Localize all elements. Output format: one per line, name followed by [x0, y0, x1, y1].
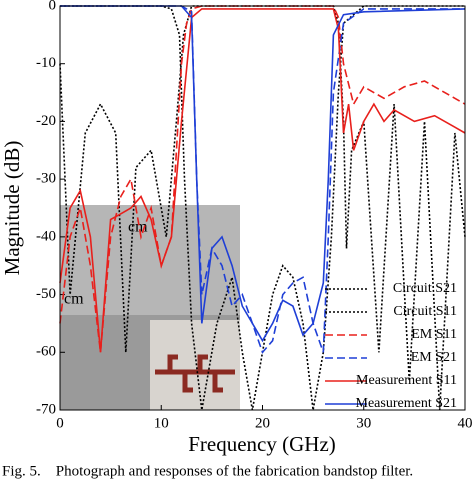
series-line — [60, 5, 466, 343]
legend-label: Measurement S21 — [356, 396, 457, 411]
legend-label: Measurement S11 — [356, 373, 457, 388]
legend-label: EM S21 — [411, 350, 457, 365]
series-line — [59, 8, 466, 353]
legend-label: Circuit S21 — [393, 281, 457, 296]
substrate — [150, 320, 240, 410]
y-tick-label: -10 — [36, 55, 56, 71]
caption: Fig. 5. Photograph and responses of the … — [2, 463, 413, 479]
x-tick-label: 0 — [56, 415, 64, 431]
y-tick-label: -30 — [36, 171, 56, 187]
x-tick-label: 40 — [458, 415, 473, 431]
y-tick-label: -60 — [36, 344, 56, 360]
y-axis-label: Magnitude (dB) — [0, 141, 24, 276]
y-tick-label: -70 — [36, 401, 56, 417]
x-tick-label: 30 — [356, 415, 371, 431]
filter-trace — [155, 354, 235, 393]
y-tick-label: -50 — [36, 286, 56, 302]
y-tick-label: -20 — [36, 113, 56, 129]
y-tick-label: 0 — [49, 0, 57, 13]
x-tick-label: 10 — [154, 415, 169, 431]
legend-label: EM S11 — [411, 327, 457, 342]
y-tick-label: -40 — [36, 228, 56, 244]
photo-text: cm — [64, 291, 84, 308]
legend-label: Circuit S11 — [393, 304, 457, 319]
photo-inset — [60, 205, 240, 410]
x-tick-label: 20 — [255, 415, 270, 431]
plot-frame — [59, 5, 466, 411]
x-axis-label: Frequency (GHz) — [188, 432, 336, 456]
